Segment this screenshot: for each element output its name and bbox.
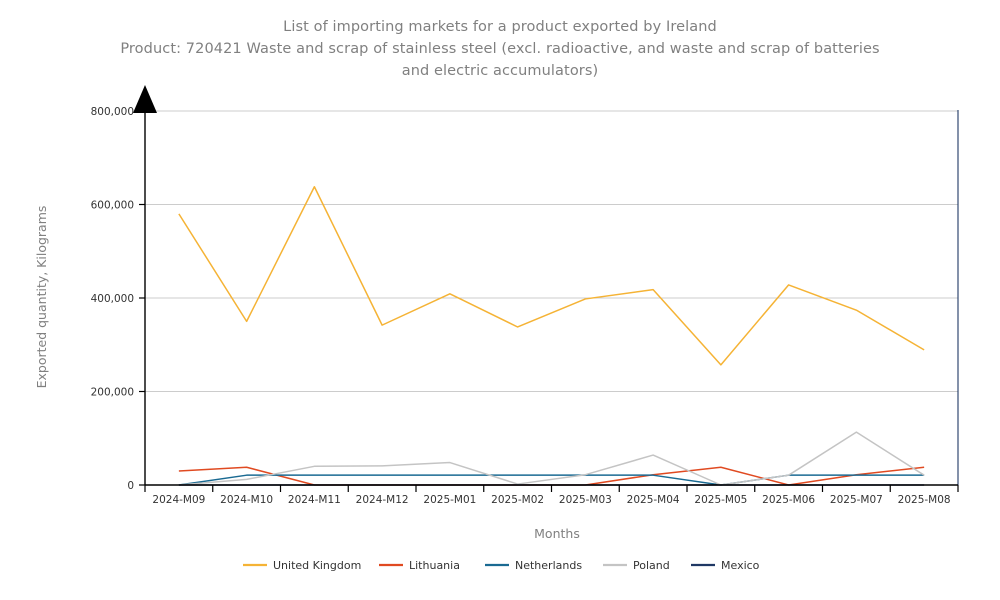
series-line-lithuania (178, 466, 925, 486)
series-line-united-kingdom (178, 185, 925, 366)
series-line-netherlands (178, 474, 925, 486)
x-axis-title: Months (534, 526, 580, 541)
x-tick-label: 2024-M09 (152, 494, 205, 506)
x-tick-label: 2025-M08 (898, 494, 951, 506)
x-tick-label: 2025-M03 (559, 494, 612, 506)
y-tick-label: 800,000 (91, 106, 134, 118)
series-line-poland (178, 431, 925, 486)
x-tick-label: 2025-M01 (423, 494, 476, 506)
x-tick-label: 2025-M02 (491, 494, 544, 506)
chart-title-line-3: and electric accumulators) (401, 63, 599, 79)
y-tick-labels-group: 0 200,000 400,000 600,000 800,000 (91, 106, 145, 492)
axes-group (144, 108, 959, 486)
legend-label: Poland (633, 559, 670, 572)
series-group (178, 185, 925, 486)
legend-label: Netherlands (515, 559, 582, 572)
legend-item-mexico[interactable]: Mexico (691, 559, 760, 572)
chart-title-line-1: List of importing markets for a product … (283, 19, 717, 35)
x-tick-label: 2025-M06 (762, 494, 815, 506)
legend-item-poland[interactable]: Poland (603, 559, 670, 572)
x-tick-label: 2024-M11 (288, 494, 341, 506)
x-tick-label: 2024-M10 (220, 494, 273, 506)
legend[interactable]: United Kingdom Lithuania Netherlands Poland… (243, 559, 760, 572)
y-tick-label: 600,000 (91, 200, 134, 212)
legend-item-united-kingdom[interactable]: United Kingdom (243, 559, 361, 572)
legend-label: Lithuania (409, 559, 460, 572)
x-tick-label: 2024-M12 (356, 494, 409, 506)
chart-title: List of importing markets for a product … (0, 16, 1000, 82)
x-tick-label: 2025-M04 (627, 494, 680, 506)
y-tick-label: 0 (127, 480, 134, 492)
y-axis-title: Exported quantity, Kilograms (34, 206, 49, 389)
x-tick-label: 2025-M07 (830, 494, 883, 506)
x-tick-label: 2025-M05 (694, 494, 747, 506)
gridlines-group (145, 110, 958, 486)
legend-label: Mexico (721, 559, 760, 572)
legend-label: United Kingdom (273, 559, 361, 572)
legend-item-netherlands[interactable]: Netherlands (485, 559, 582, 572)
y-tick-label: 400,000 (91, 293, 134, 305)
y-tick-label: 200,000 (91, 387, 134, 399)
chart-title-line-2: Product: 720421 Waste and scrap of stain… (120, 41, 880, 57)
y-axis-arrow-icon (133, 85, 157, 113)
legend-item-lithuania[interactable]: Lithuania (379, 559, 460, 572)
x-tick-labels-group: 2024-M09 2024-M10 2024-M11 2024-M12 2025-M01… (144, 485, 959, 506)
